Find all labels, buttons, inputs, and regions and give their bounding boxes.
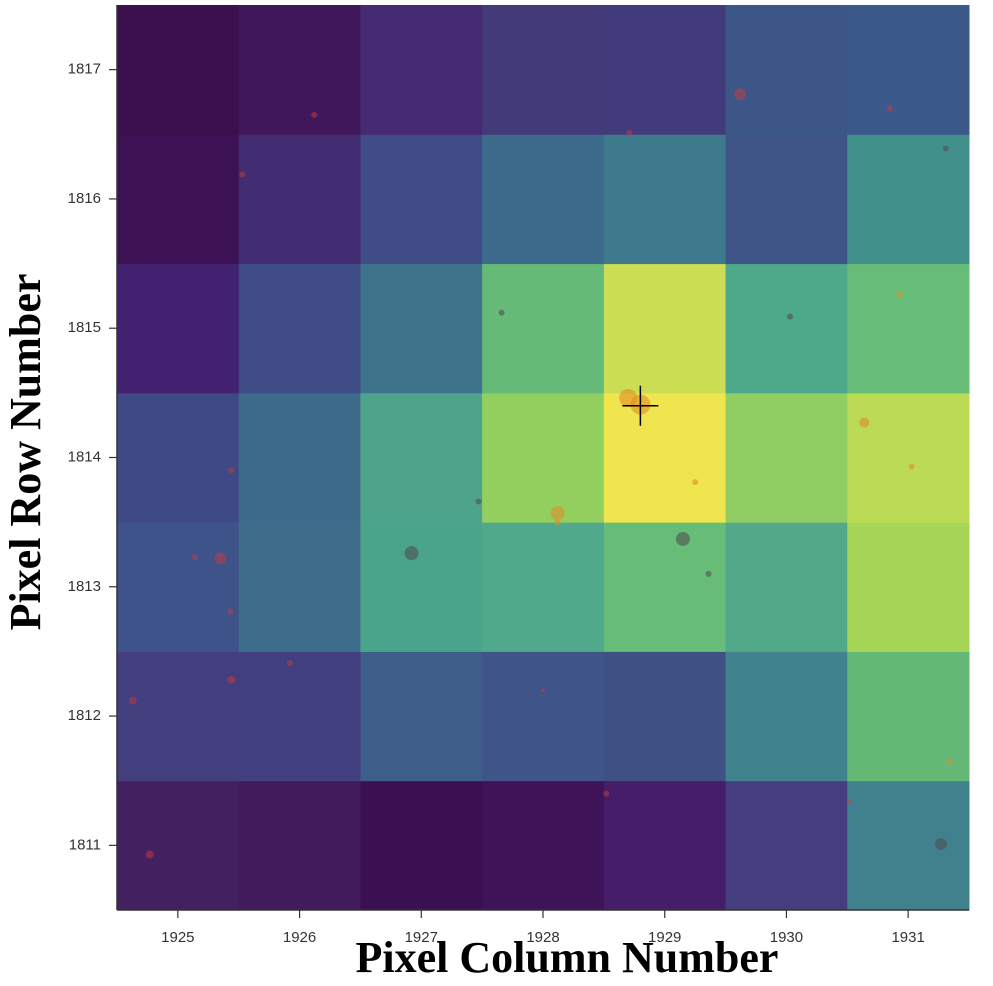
- pixel: [847, 263, 970, 394]
- star: [692, 479, 699, 486]
- pixel: [847, 134, 970, 265]
- pixel: [238, 263, 361, 394]
- y-tick-label: 1814: [68, 448, 101, 465]
- star: [541, 688, 545, 693]
- pixel: [238, 5, 361, 135]
- pixel: [117, 263, 240, 394]
- pixel: [603, 134, 727, 265]
- pixel: [725, 651, 848, 782]
- star: [128, 696, 137, 705]
- pixel: [238, 651, 361, 782]
- pixel: [117, 392, 240, 523]
- star: [626, 129, 633, 136]
- pixel: [360, 134, 483, 265]
- star: [498, 309, 505, 316]
- pixel: [482, 5, 605, 135]
- x-tick-label: 1930: [770, 929, 803, 946]
- overlay: [128, 88, 953, 859]
- pixel: [238, 134, 361, 265]
- star: [404, 546, 419, 561]
- pixel: [482, 522, 605, 652]
- y-tick-label: 1813: [68, 578, 101, 595]
- pixel: [725, 780, 848, 911]
- y-tick-label: 1812: [68, 707, 101, 724]
- pixel: [725, 522, 848, 652]
- pixel: [117, 651, 240, 782]
- pixel: [603, 5, 727, 135]
- pixel: [360, 522, 483, 652]
- y-tick-label: 1811: [69, 836, 101, 853]
- pixel: [482, 780, 605, 911]
- pixel: [482, 134, 605, 265]
- y-tick-label: 1815: [68, 319, 101, 336]
- star: [734, 88, 747, 101]
- pixel: [482, 651, 605, 782]
- star: [554, 519, 561, 526]
- pixel: [238, 522, 361, 652]
- star: [935, 838, 948, 851]
- pixel: [117, 134, 240, 265]
- star: [286, 660, 293, 667]
- star: [603, 790, 610, 797]
- y-tick-label: 1816: [68, 190, 101, 207]
- pixel: [238, 780, 361, 911]
- star: [908, 463, 915, 470]
- star: [942, 145, 949, 152]
- pixel: [603, 651, 727, 782]
- star: [214, 552, 227, 565]
- star: [705, 570, 712, 577]
- star: [311, 111, 318, 118]
- star: [896, 291, 903, 298]
- star: [239, 171, 246, 178]
- pixel: [847, 522, 970, 652]
- pixel: [725, 263, 848, 394]
- star: [475, 498, 482, 505]
- pixel: [482, 392, 605, 523]
- star: [145, 850, 154, 859]
- pixel: [360, 780, 483, 911]
- x-tick-label: 1931: [891, 929, 924, 946]
- star: [946, 758, 953, 765]
- pixel: [847, 780, 970, 911]
- pixel: [238, 392, 361, 523]
- pixel: [603, 392, 727, 523]
- star: [227, 675, 236, 684]
- y-tick-label: 1817: [68, 61, 101, 78]
- star: [886, 105, 893, 112]
- x-tick-label: 1927: [405, 929, 438, 946]
- pixel: [725, 5, 848, 135]
- heatmap: [117, 5, 970, 911]
- pixel: [360, 5, 483, 135]
- pixel: [117, 522, 240, 652]
- pixel: [360, 263, 483, 394]
- pixel: [603, 780, 727, 911]
- star: [675, 531, 690, 546]
- x-tick-label: 1929: [648, 929, 681, 946]
- x-tick-label: 1928: [526, 929, 559, 946]
- x-axis-label: Pixel Column Number: [356, 933, 779, 982]
- pixel: [847, 392, 970, 523]
- star: [550, 506, 565, 521]
- star: [228, 467, 235, 474]
- pixel: [360, 392, 483, 523]
- y-axis-label: Pixel Row Number: [1, 274, 50, 631]
- x-tick-label: 1926: [283, 929, 316, 946]
- pixel: [847, 5, 970, 135]
- star: [191, 554, 198, 561]
- pixel: [603, 263, 727, 394]
- pixel: [603, 522, 727, 652]
- star: [787, 313, 794, 320]
- x-tick-label: 1925: [161, 929, 194, 946]
- pixel: [482, 263, 605, 394]
- star: [847, 799, 852, 804]
- pixel: [117, 5, 240, 135]
- star: [227, 608, 234, 615]
- pixel: [725, 392, 848, 523]
- star: [859, 417, 870, 428]
- pixel: [117, 780, 240, 911]
- pixel: [725, 134, 848, 265]
- pixel: [360, 651, 483, 782]
